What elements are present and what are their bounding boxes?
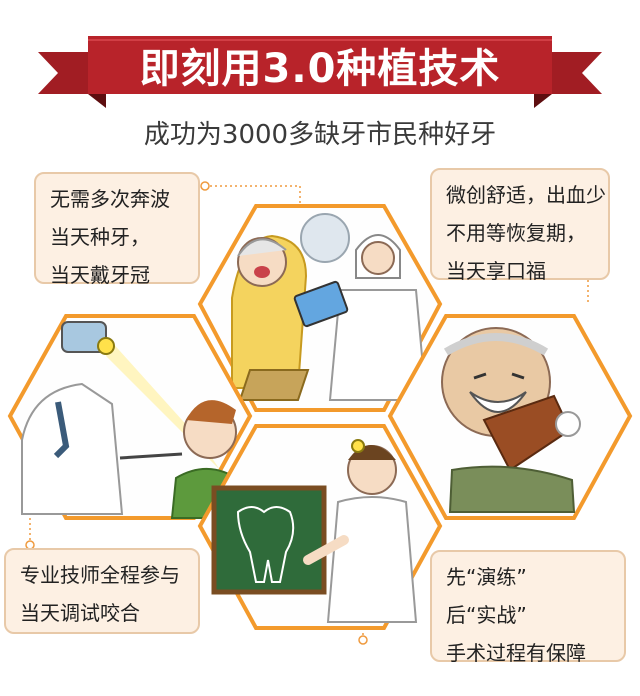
callout-line: 当天调试咬合	[20, 601, 140, 625]
callout-top-right: 微创舒适，出血少 不用等恢复期， 当天享口福	[430, 168, 610, 283]
hex-tooth-board-illustration	[197, 424, 443, 630]
callout-line: 无需多次奔波	[50, 187, 170, 211]
callout-line: 微创舒适，出血少	[446, 183, 606, 207]
banner-title: 即刻用3.0种植技术	[139, 46, 501, 92]
callout-line: 当天享口福	[446, 259, 546, 283]
callout-bottom-right: 先“演练” 后“实战” 手术过程有保障	[430, 550, 626, 665]
callout-top-left: 无需多次奔波 当天种牙， 当天戴牙冠	[34, 172, 200, 287]
callout-line: 手术过程有保障	[446, 641, 586, 665]
page-subtitle: 成功为3000多缺牙市民种好牙	[143, 120, 497, 150]
callout-line: 当天种牙，	[50, 225, 150, 249]
callout-line: 当天戴牙冠	[50, 263, 150, 287]
callout-bottom-left: 专业技师全程参与 当天调试咬合	[4, 548, 200, 634]
callout-line: 先“演练”	[446, 565, 527, 589]
callout-line: 不用等恢复期，	[446, 221, 586, 245]
callout-line: 专业技师全程参与	[20, 563, 180, 587]
connector-dot	[358, 635, 368, 645]
hex-old-man-eating-illustration	[387, 314, 633, 520]
hex-dental-chair-illustration	[197, 204, 443, 412]
connector-dot	[200, 181, 210, 191]
banner-ribbon	[38, 36, 602, 108]
callout-line: 后“实战”	[446, 603, 527, 627]
